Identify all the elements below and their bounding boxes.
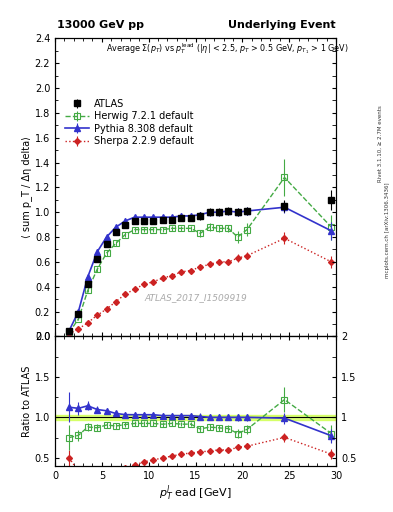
- Y-axis label: Ratio to ATLAS: Ratio to ATLAS: [22, 366, 32, 437]
- Text: Underlying Event: Underlying Event: [228, 20, 336, 30]
- Bar: [55, 415, 336, 420]
- Text: ATLAS_2017_I1509919: ATLAS_2017_I1509919: [144, 293, 247, 302]
- Text: Average $\Sigma(p_T)$ vs $p_T^{\rm lead}$ ($|\eta|$ < 2.5, $p_T$ > 0.5 GeV, $p_{: Average $\Sigma(p_T)$ vs $p_T^{\rm lead}…: [106, 41, 348, 56]
- Text: mcplots.cern.ch [arXiv:1306.3436]: mcplots.cern.ch [arXiv:1306.3436]: [385, 183, 389, 278]
- Y-axis label: ⟨ sum p_T / Δη delta⟩: ⟨ sum p_T / Δη delta⟩: [21, 136, 32, 238]
- Text: Rivet 3.1.10, ≥ 2.7M events: Rivet 3.1.10, ≥ 2.7M events: [378, 105, 383, 182]
- X-axis label: $p_T^l$ ead [GeV]: $p_T^l$ ead [GeV]: [159, 483, 232, 503]
- Text: 13000 GeV pp: 13000 GeV pp: [57, 20, 144, 30]
- Legend: ATLAS, Herwig 7.2.1 default, Pythia 8.308 default, Sherpa 2.2.9 default: ATLAS, Herwig 7.2.1 default, Pythia 8.30…: [63, 97, 196, 148]
